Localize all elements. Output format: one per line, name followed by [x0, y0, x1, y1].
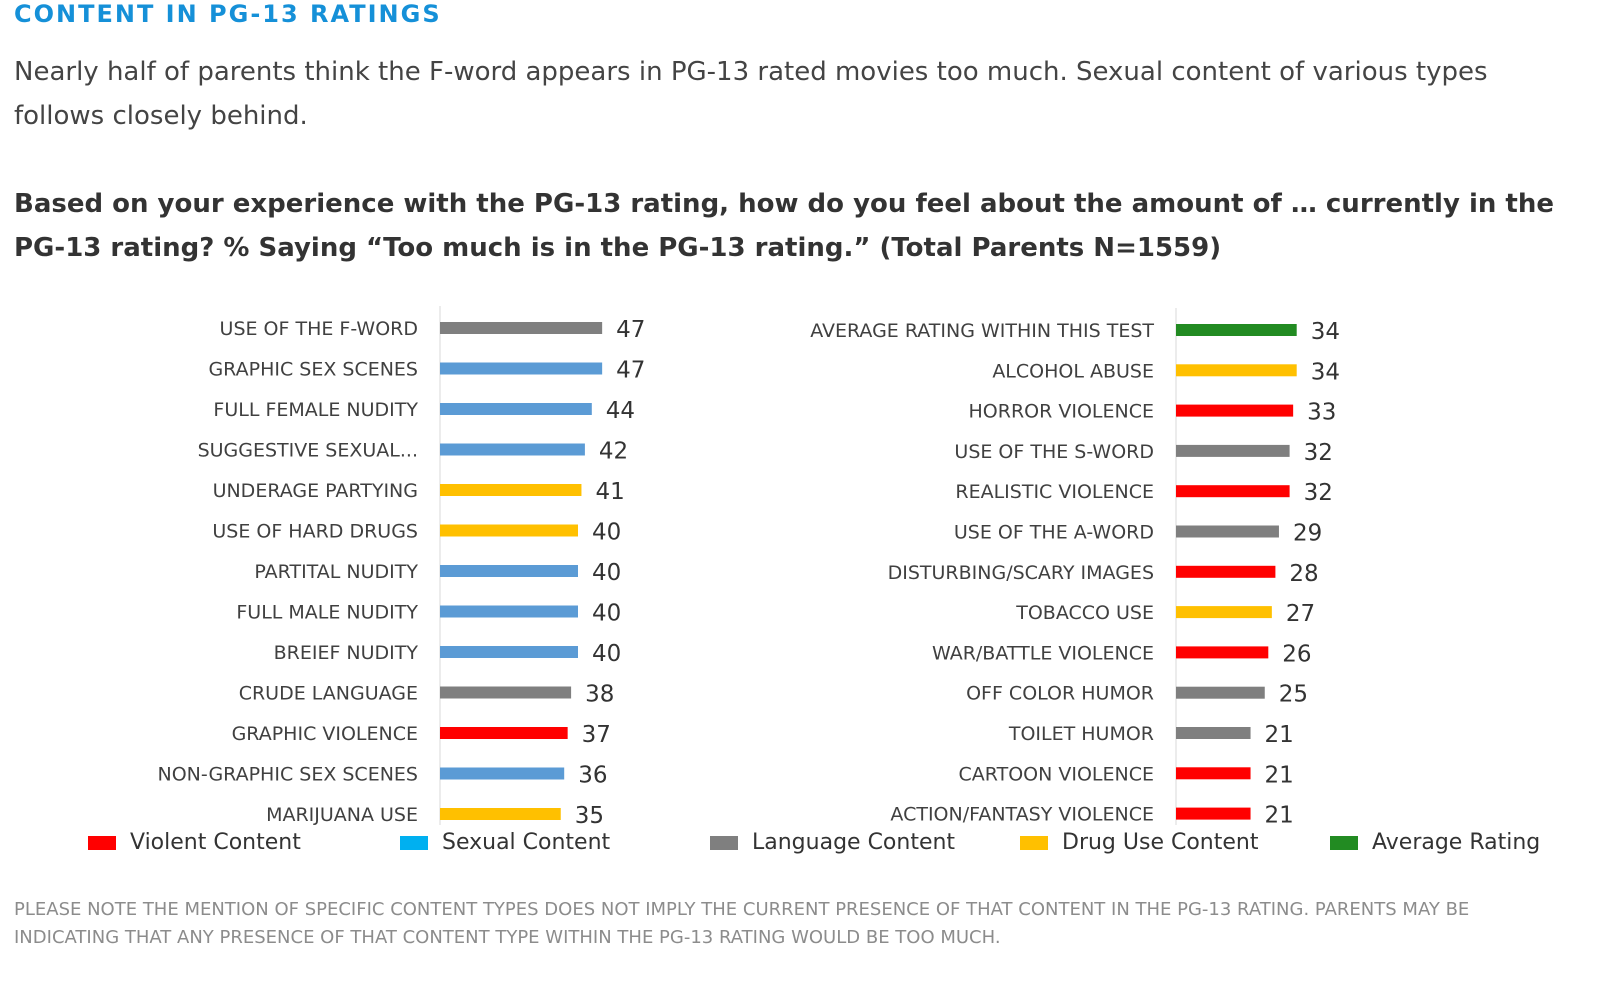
category-label: MARIJUANA USE: [266, 804, 418, 825]
data-label: 37: [582, 722, 611, 748]
legend-label-sexual: Sexual Content: [442, 830, 611, 855]
bar: [1176, 606, 1272, 619]
category-label: USE OF THE S-WORD: [954, 441, 1154, 463]
category-label: HORROR VIOLENCE: [969, 401, 1154, 423]
data-label: 44: [606, 398, 635, 424]
category-label: PARTITAL NUDITY: [254, 561, 418, 583]
category-label: FULL FEMALE NUDITY: [213, 399, 418, 421]
data-label: 40: [592, 641, 621, 667]
bar: [1176, 324, 1297, 336]
bar: [440, 565, 578, 577]
data-label: 41: [595, 479, 624, 505]
bar: [1176, 404, 1294, 417]
legend-item-violent: Violent Content: [88, 830, 301, 855]
bar: [440, 443, 585, 456]
data-label: 47: [616, 358, 645, 384]
intro-text: Nearly half of parents think the F-word …: [14, 57, 1488, 131]
bar: [440, 686, 572, 699]
legend-item-language: Language Content: [710, 830, 955, 855]
legend-item-drug: Drug Use Content: [1020, 830, 1258, 855]
category-label: DISTURBING/SCARY IMAGES: [888, 562, 1154, 584]
category-label: GRAPHIC SEX SCENES: [208, 359, 418, 381]
category-label: GRAPHIC VIOLENCE: [232, 723, 418, 745]
data-label: 33: [1307, 400, 1336, 426]
bar: [440, 605, 578, 618]
category-label: BREIEF NUDITY: [274, 642, 419, 664]
survey-question: Based on your experience with the PG-13 …: [14, 189, 1554, 263]
bar: [440, 524, 578, 537]
bar-chart: USE OF THE F-WORD 47 GRAPHIC SEX SCENES 47 F…: [158, 306, 1340, 825]
category-label: NON-GRAPHIC SEX SCENES: [158, 764, 418, 786]
footnote: PLEASE NOTE THE MENTION OF SPECIFIC CONT…: [14, 899, 1470, 948]
category-label: CARTOON VIOLENCE: [959, 763, 1154, 785]
data-label: 29: [1293, 521, 1322, 547]
data-label: 32: [1304, 440, 1333, 466]
data-label: 32: [1304, 480, 1333, 506]
bar: [440, 484, 582, 496]
bar: [1176, 727, 1251, 739]
data-label: 42: [599, 439, 628, 465]
data-label: 21: [1265, 803, 1294, 825]
category-label: TOILET HUMOR: [1008, 723, 1154, 745]
category-label: USE OF THE F-WORD: [220, 318, 418, 340]
category-label: OFF COLOR HUMOR: [966, 683, 1154, 705]
data-label: 26: [1282, 641, 1311, 667]
category-label: REALISTIC VIOLENCE: [955, 481, 1154, 503]
legend-swatch-sexual: [400, 835, 428, 850]
bar: [440, 727, 568, 739]
bar: [1176, 364, 1297, 377]
data-label: 35: [575, 803, 604, 825]
category-label: FULL MALE NUDITY: [236, 602, 418, 624]
bar: [1176, 565, 1276, 578]
data-label: 25: [1279, 682, 1308, 708]
legend-item-sexual: Sexual Content: [400, 830, 610, 855]
data-label: 21: [1265, 762, 1294, 788]
bar: [1176, 807, 1251, 820]
data-label: 34: [1311, 359, 1340, 385]
category-label: ALCOHOL ABUSE: [992, 360, 1154, 382]
category-label: USE OF THE A-WORD: [954, 522, 1154, 544]
section-title: CONTENT IN PG-13 RATINGS: [14, 0, 442, 28]
legend-label-language: Language Content: [752, 830, 956, 855]
data-label: 21: [1265, 722, 1294, 748]
category-label: SUGGESTIVE SEXUAL...: [198, 440, 418, 462]
bar: [440, 322, 603, 334]
category-label: WAR/BATTLE VIOLENCE: [932, 642, 1154, 664]
data-label: 47: [616, 317, 645, 343]
category-label: AVERAGE RATING WITHIN THIS TEST: [810, 320, 1154, 342]
legend-swatch-language: [710, 835, 738, 850]
bar: [1176, 767, 1251, 780]
legend-label-violent: Violent Content: [130, 830, 301, 855]
legend-swatch-violent: [88, 835, 116, 850]
bar: [1176, 646, 1269, 659]
category-label: USE OF HARD DRUGS: [212, 521, 418, 543]
category-label: TOBACCO USE: [1015, 602, 1154, 624]
bar: [1176, 686, 1265, 699]
category-label: UNDERAGE PARTYING: [213, 480, 418, 502]
data-label: 40: [592, 601, 621, 627]
category-label: ACTION/FANTASY VIOLENCE: [890, 804, 1154, 825]
bar: [440, 646, 578, 658]
data-label: 28: [1289, 561, 1318, 587]
bar: [440, 362, 603, 375]
data-label: 40: [592, 520, 621, 546]
bar: [440, 808, 561, 820]
data-label: 40: [592, 560, 621, 586]
data-label: 27: [1286, 601, 1315, 627]
legend-swatch-average: [1330, 835, 1358, 850]
data-label: 38: [585, 682, 614, 708]
bar: [1176, 485, 1290, 498]
legend-label-average: Average Rating: [1372, 830, 1541, 855]
chart-legend: Violent Content Sexual Content Language …: [0, 830, 1600, 864]
bar: [440, 767, 565, 780]
legend-item-average: Average Rating: [1330, 830, 1540, 855]
bar: [1176, 444, 1290, 457]
bar: [440, 403, 592, 415]
legend-label-drug: Drug Use Content: [1062, 830, 1259, 855]
legend-swatch-drug: [1020, 835, 1048, 850]
data-label: 36: [578, 763, 607, 789]
bar: [1176, 525, 1279, 538]
data-label: 34: [1311, 319, 1340, 345]
category-label: CRUDE LANGUAGE: [239, 683, 418, 705]
